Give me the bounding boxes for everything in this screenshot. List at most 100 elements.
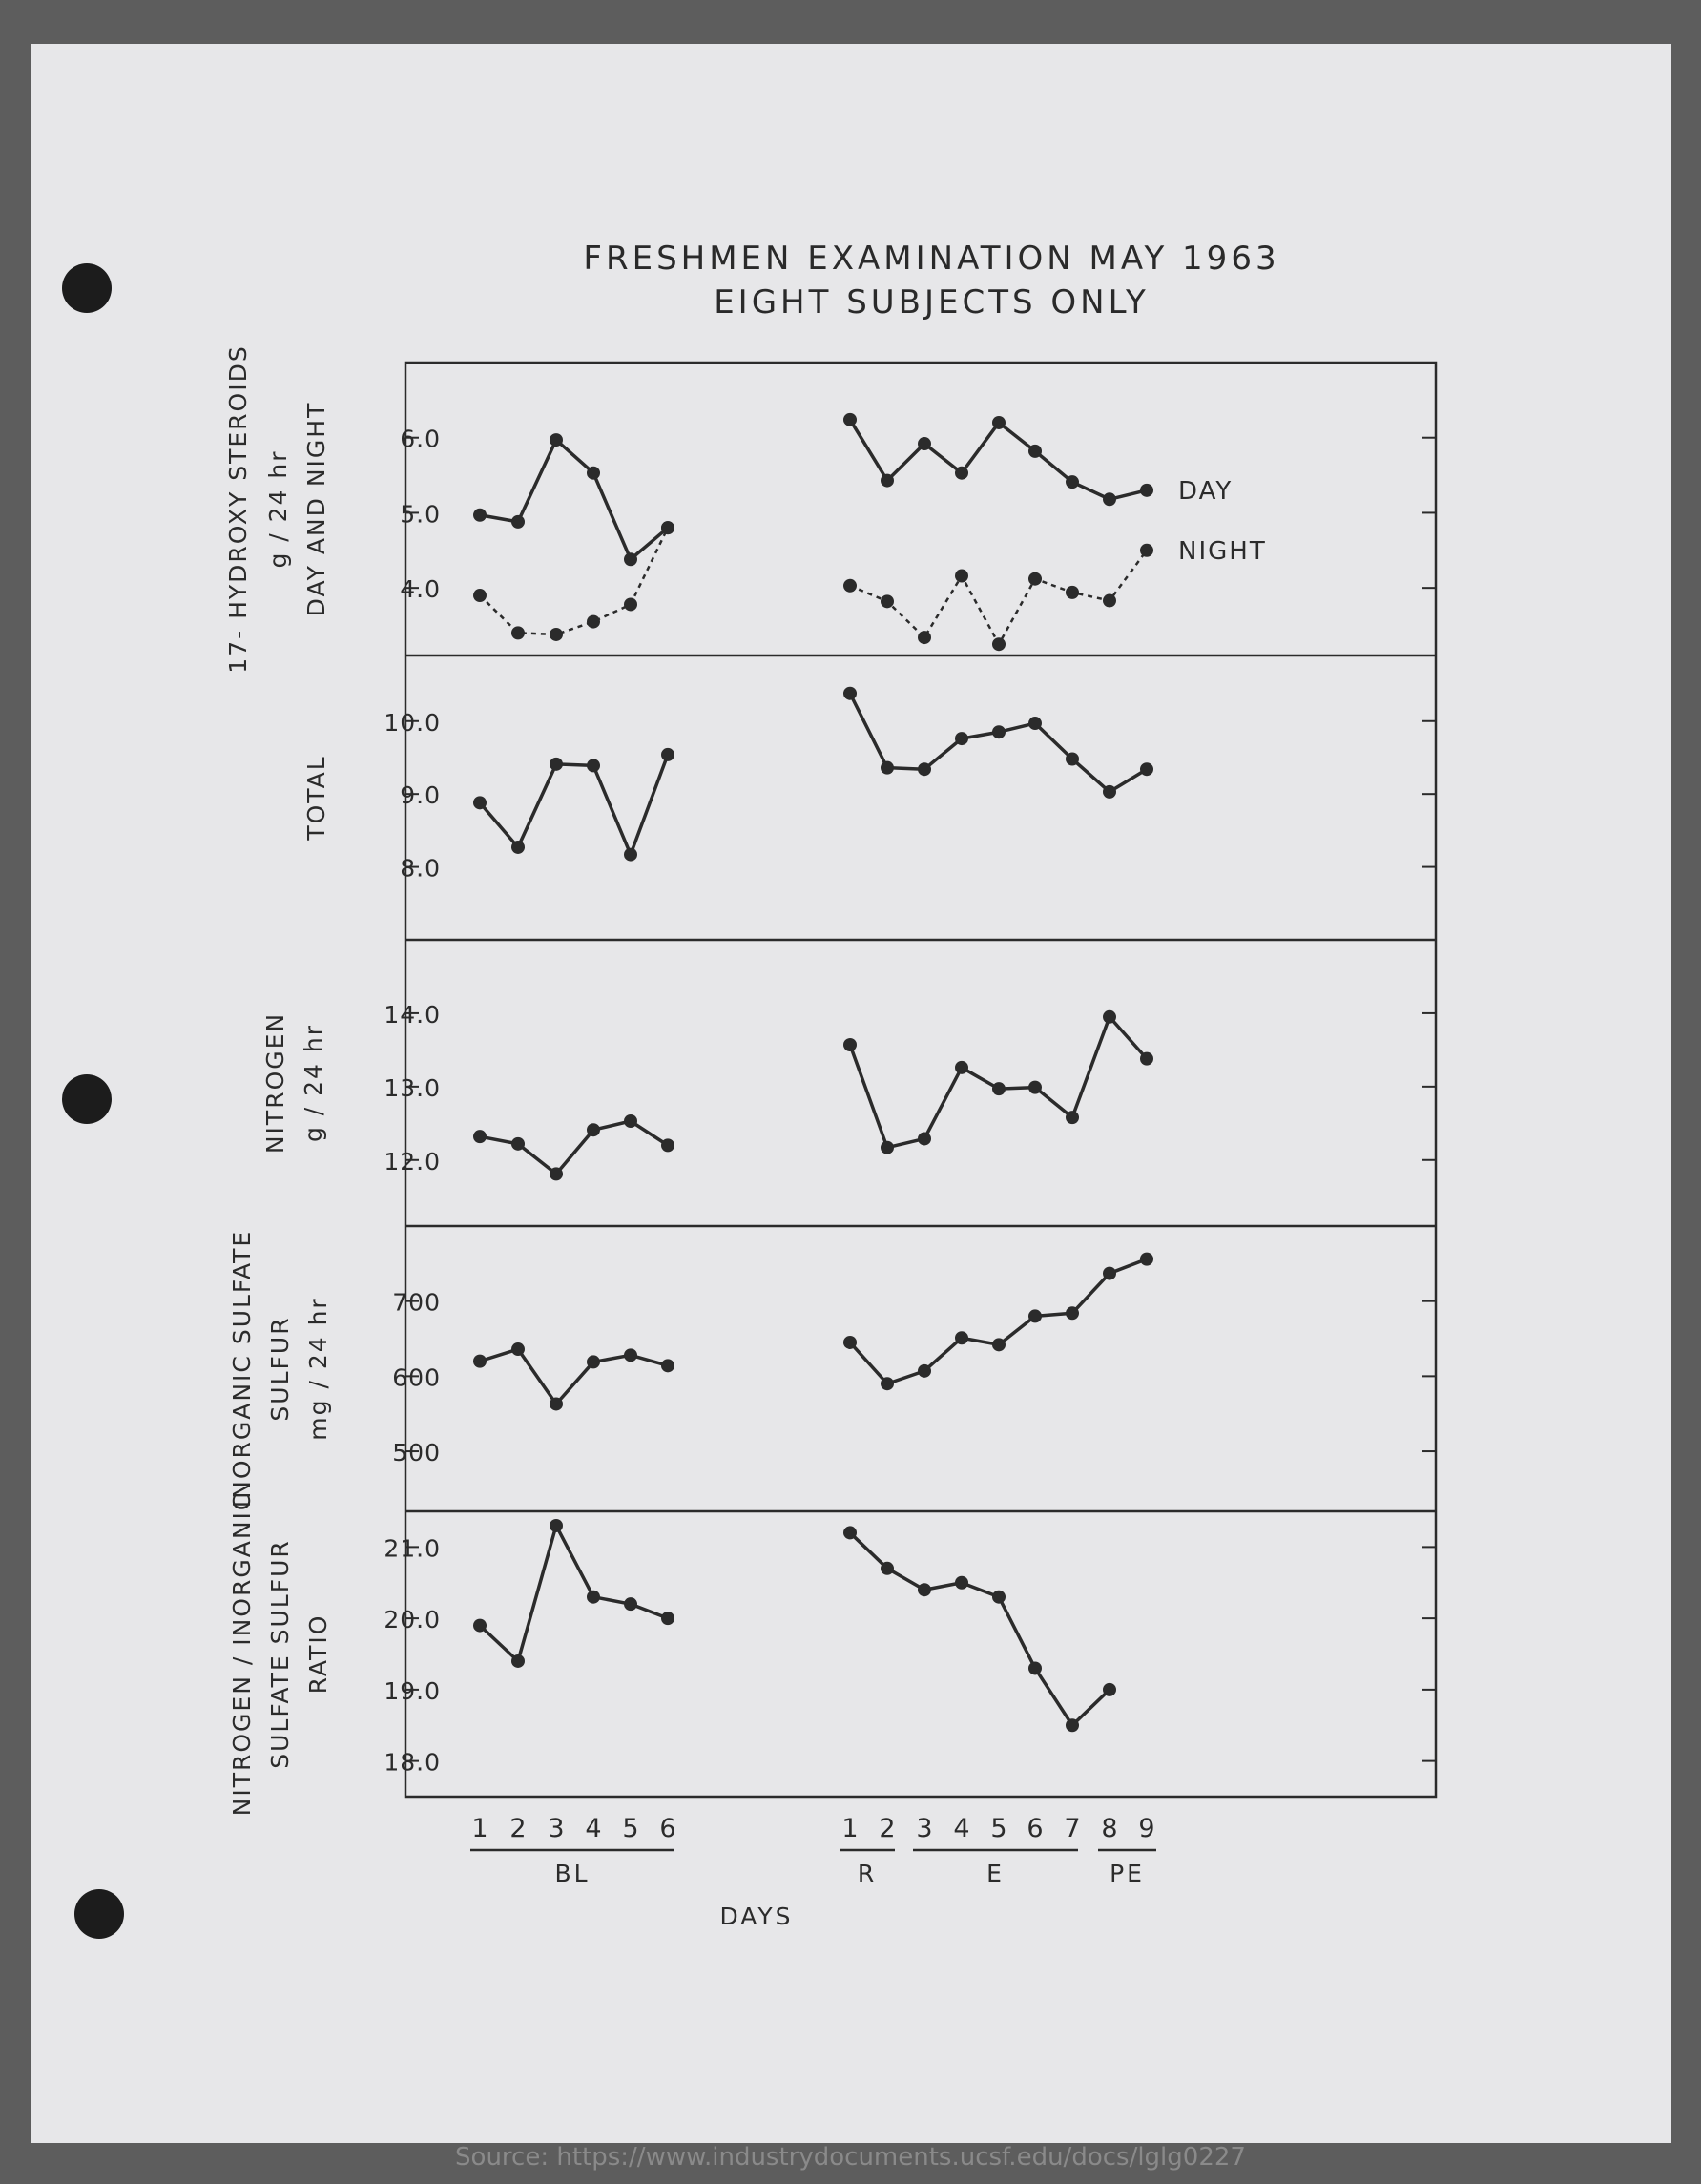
data-point [1066,1718,1079,1733]
data-point [1103,1266,1116,1280]
data-point [992,415,1006,429]
series-line [848,692,1148,794]
data-point [881,1140,894,1154]
data-point [918,1132,931,1146]
data-point [881,760,894,775]
data-point [1066,585,1079,599]
data-point [843,1526,857,1540]
y-axis-label: NITROGEN [261,1012,289,1154]
data-point [955,1575,968,1590]
data-point [473,1354,487,1368]
data-point [624,1114,637,1128]
data-point [1028,1080,1042,1094]
data-point [473,589,487,603]
y-axis-label: RATIO [304,1614,332,1695]
data-point [624,552,637,567]
data-point [1103,1009,1116,1024]
x-tick-label: 1 [841,1814,858,1843]
x-tick-label: 9 [1138,1814,1154,1843]
group-label: BL [554,1860,590,1887]
group-label: R [858,1860,877,1887]
y-tick-label: 600 [392,1363,441,1391]
y-tick-label: 18.0 [384,1749,441,1777]
x-tick-label: 4 [953,1814,969,1843]
data-point [955,466,968,480]
data-point [1066,1306,1079,1321]
data-point [992,1338,1006,1352]
y-tick-label: 500 [392,1439,441,1466]
data-point [1103,1682,1116,1696]
data-point [550,1167,563,1181]
data-point [1028,1309,1042,1323]
punch-hole-middle [62,1074,112,1124]
series-line [479,1119,669,1176]
data-point [1028,572,1042,586]
data-point [1028,444,1042,458]
data-point [550,433,563,447]
data-point [587,1590,600,1604]
legend-label: NIGHT [1178,537,1267,566]
y-tick-label: 21.0 [384,1534,441,1562]
y-tick-label: 8.0 [400,855,441,883]
data-point [1066,475,1079,489]
x-tick-label: 1 [471,1814,487,1843]
data-point [992,1082,1006,1096]
data-point [587,614,600,629]
data-point [918,437,931,451]
y-tick-label: 4.0 [400,575,441,603]
x-tick-label: 5 [990,1814,1006,1843]
y-tick-label: 6.0 [400,426,441,453]
data-point [550,627,563,641]
y-axis-label: mg / 24 hr [304,1297,332,1440]
x-axis-title: DAYS [719,1903,793,1930]
y-axis-label: DAY AND NIGHT [302,402,330,617]
data-point [918,1363,931,1378]
document-page [31,44,1671,2143]
data-point [511,1136,525,1151]
data-point [624,1348,637,1362]
data-point [881,473,894,488]
data-point [1140,483,1153,497]
y-tick-label: 20.0 [384,1606,441,1633]
data-point [955,732,968,746]
x-tick-label: 3 [916,1814,932,1843]
x-tick-label: 7 [1064,1814,1080,1843]
data-point [843,578,857,593]
y-tick-label: 19.0 [384,1677,441,1705]
x-tick-label: 2 [879,1814,895,1843]
data-point [661,1359,674,1373]
source-footer: Source: https://www.industrydocuments.uc… [455,2143,1246,2172]
data-point [661,521,674,535]
data-point [587,1355,600,1369]
group-label: PE [1110,1860,1145,1887]
data-point [1140,1252,1153,1266]
data-point [992,1590,1006,1604]
group-label: E [986,1860,1005,1887]
data-point [992,637,1006,652]
y-axis-label: INORGANIC SULFATE [228,1230,256,1508]
data-point [843,686,857,700]
data-point [624,1597,637,1612]
y-axis-label: SULFATE SULFUR [266,1539,294,1769]
y-axis-label: g / 24 hr [300,1024,327,1142]
data-point [992,725,1006,739]
series-line [849,550,1149,646]
y-axis-label: SULFUR [266,1316,294,1421]
x-tick-label: 3 [548,1814,564,1843]
data-point [881,1377,894,1391]
data-point [1103,593,1116,608]
data-point [661,1612,674,1626]
y-tick-label: 12.0 [384,1148,441,1175]
data-point [1103,784,1116,799]
data-point [955,1331,968,1345]
series-line [848,1531,1111,1727]
data-point [918,631,931,645]
data-point [955,569,968,583]
series-line [848,418,1148,502]
data-point [473,1130,487,1144]
chart-frame [404,361,1438,1799]
legend-label: DAY [1178,477,1233,506]
data-point [624,597,637,612]
data-point [1140,1051,1153,1066]
